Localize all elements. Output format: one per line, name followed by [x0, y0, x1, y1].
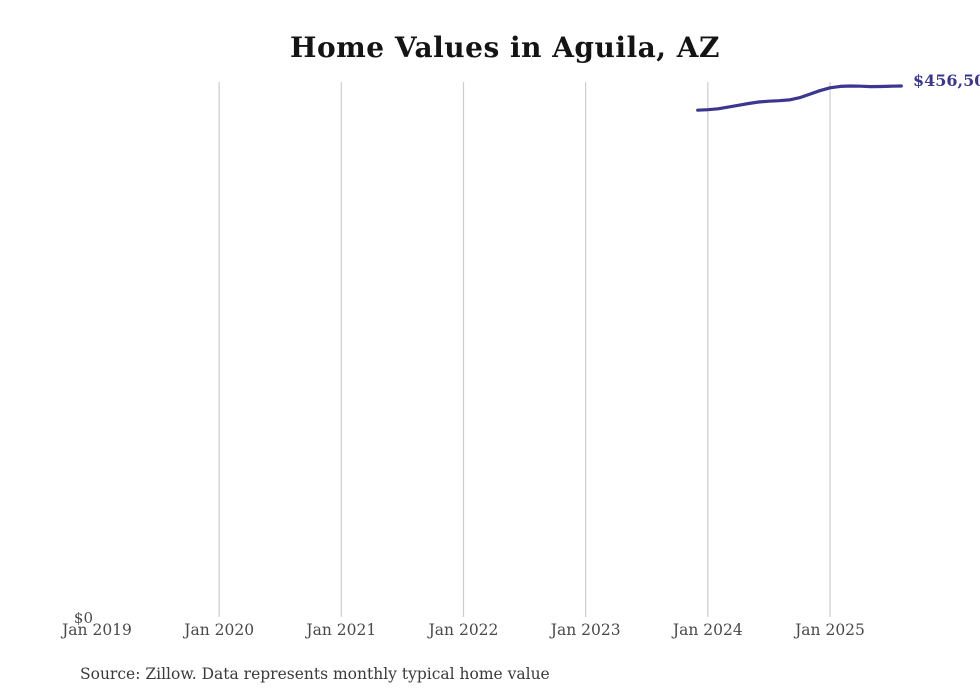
x-axis-label: Jan 2020: [184, 621, 255, 639]
chart-title: Home Values in Aguila, AZ: [290, 31, 720, 64]
latest-value-label: $456,500: [913, 71, 980, 90]
x-axis-label: Jan 2022: [428, 621, 499, 639]
x-axis-label: Jan 2019: [62, 621, 132, 639]
y-axis-label-zero: $0: [73, 609, 93, 627]
source-note: Source: Zillow. Data represents monthly …: [80, 665, 550, 683]
x-axis-label: Jan 2023: [550, 621, 621, 639]
x-axis-label: Jan 2021: [306, 621, 377, 639]
x-axis-label: Jan 2025: [795, 621, 865, 639]
x-axis-label: Jan 2024: [672, 621, 743, 639]
home-value-series-line: [696, 84, 903, 112]
